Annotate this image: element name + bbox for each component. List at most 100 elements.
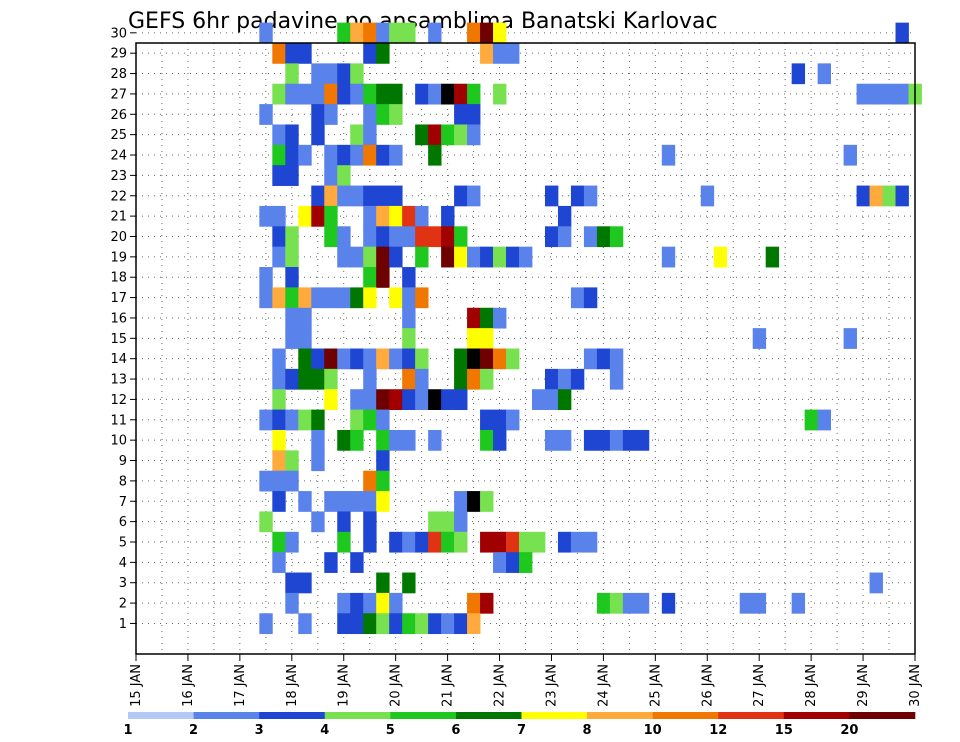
heatmap-cell — [480, 328, 494, 349]
x-tick-label: 17 JAN — [233, 664, 248, 707]
heatmap-cell — [376, 409, 390, 431]
heatmap-cell — [285, 246, 299, 268]
heatmap-cell — [259, 267, 273, 288]
heatmap-cell — [337, 144, 351, 166]
legend-swatch — [849, 712, 916, 719]
heatmap-cell — [493, 307, 507, 329]
x-tick-label: 15 JAN — [129, 664, 144, 707]
heatmap-cell — [311, 287, 325, 309]
heatmap-cell — [337, 287, 351, 309]
heatmap-cell — [376, 205, 390, 227]
heatmap-cell — [415, 368, 429, 390]
heatmap-cell — [402, 226, 416, 248]
y-tick-label: 22 — [110, 189, 127, 204]
heatmap-cell — [259, 470, 273, 492]
heatmap-cell — [791, 592, 806, 614]
chart-title: GEFS 6hr padavine po ansamblima Banatski… — [128, 9, 718, 34]
heatmap-cell — [428, 389, 442, 410]
heatmap-cell — [350, 592, 364, 614]
heatmap-cell — [467, 348, 481, 370]
y-tick-label: 12 — [110, 393, 127, 408]
heatmap-cell — [570, 531, 585, 553]
heatmap-cell — [350, 287, 364, 309]
y-tick-label: 13 — [110, 373, 127, 388]
heatmap-cell — [402, 389, 416, 410]
heatmap-cell — [480, 531, 494, 553]
heatmap-cell — [415, 205, 429, 227]
heatmap-cell — [480, 409, 494, 431]
heatmap-cell — [272, 450, 286, 472]
heatmap-cell — [285, 144, 299, 166]
heatmap-cell — [324, 104, 338, 125]
x-tick-label: 30 JAN — [908, 664, 923, 707]
y-tick-label: 11 — [110, 413, 127, 428]
y-tick-label: 14 — [110, 352, 127, 367]
heatmap-cell — [324, 348, 338, 370]
heatmap-cell — [700, 185, 715, 207]
heatmap-cell — [415, 531, 429, 553]
heatmap-cell — [454, 511, 468, 533]
heatmap-cell — [467, 592, 481, 614]
heatmap-cell — [791, 63, 806, 85]
heatmap-cell — [493, 246, 507, 268]
heatmap-cell — [376, 83, 390, 105]
heatmap-cell — [272, 43, 286, 64]
heatmap-cell — [402, 287, 416, 309]
heatmap-cell — [272, 368, 286, 390]
heatmap-cell — [480, 348, 494, 370]
heatmap-cell — [467, 368, 481, 390]
heatmap-cell — [337, 83, 351, 105]
heatmap-cell — [363, 491, 377, 512]
heatmap-cell — [350, 185, 364, 207]
heatmap-cell — [415, 348, 429, 370]
heatmap-cell — [467, 124, 481, 146]
heatmap-cell — [272, 287, 286, 309]
heatmap-cell — [570, 185, 585, 207]
heatmap-cell — [376, 246, 390, 268]
heatmap-cell — [402, 572, 416, 594]
heatmap-cell — [298, 205, 312, 227]
heatmap-cell — [519, 531, 533, 553]
heatmap-cell — [350, 63, 364, 85]
heatmap-cell — [363, 205, 377, 227]
heatmap-cell — [493, 83, 507, 105]
heatmap-cell — [311, 450, 325, 472]
heatmap-cell — [285, 83, 299, 105]
heatmap-cell — [272, 470, 286, 492]
heatmap-cell — [272, 552, 286, 573]
heatmap-cell — [415, 226, 429, 248]
heatmap-cell — [324, 368, 338, 390]
heatmap-cell — [454, 348, 468, 370]
heatmap-cell — [363, 470, 377, 492]
heatmap-cell — [467, 307, 481, 329]
y-tick-label: 7 — [119, 495, 127, 510]
heatmap-cell — [493, 22, 507, 44]
heatmap-cell — [350, 83, 364, 105]
y-tick-label: 17 — [110, 291, 127, 306]
heatmap-cell — [298, 348, 312, 370]
heatmap-cell — [311, 83, 325, 105]
heatmap-cell — [467, 185, 481, 207]
heatmap-cell — [389, 348, 403, 370]
heatmap-cell — [376, 572, 390, 594]
y-tick-label: 19 — [110, 250, 127, 265]
heatmap-cell — [285, 43, 299, 64]
heatmap-cell — [324, 389, 338, 410]
y-tick-label: 3 — [119, 576, 127, 591]
heatmap-cell — [389, 185, 403, 207]
heatmap-cell — [389, 429, 403, 451]
heatmap-cell — [389, 205, 403, 227]
heatmap-cell — [324, 552, 338, 573]
heatmap-cell — [895, 83, 909, 105]
heatmap-cell — [583, 348, 598, 370]
heatmap-cell — [350, 22, 364, 44]
heatmap-cell — [324, 491, 338, 512]
heatmap-cell — [376, 389, 390, 410]
heatmap-cell — [259, 205, 273, 227]
heatmap-cell — [506, 552, 520, 573]
heatmap-cell — [376, 185, 390, 207]
heatmap-cell — [376, 144, 390, 166]
heatmap-cell — [259, 22, 273, 44]
heatmap-cell — [531, 531, 546, 553]
heatmap-cell — [467, 246, 481, 268]
